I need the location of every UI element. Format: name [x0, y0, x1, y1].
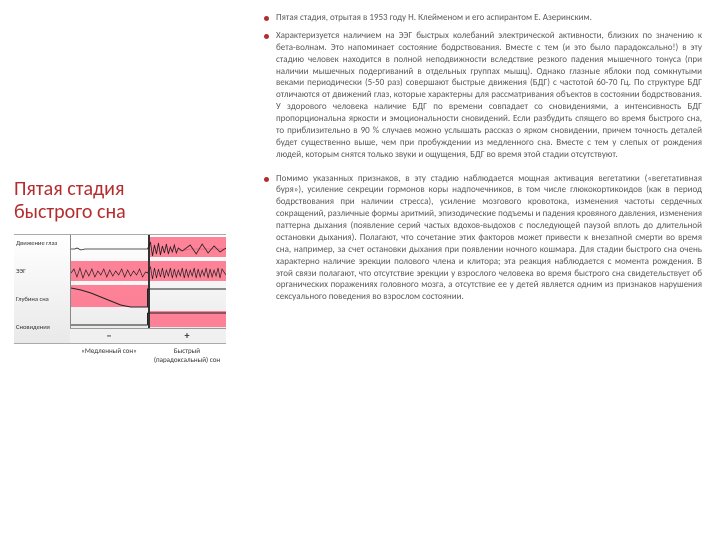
- chart-footer-row: − +: [70, 328, 226, 343]
- sleep-stage-chart: Движение глаз ЭЭГ Глубина сна Сновидения: [14, 234, 226, 364]
- bullet-3: Помимо указанных признаков, в эту стадию…: [262, 173, 702, 304]
- chart-footer-plus: +: [148, 329, 226, 343]
- chart-xcap-left: «Медленный сон»: [70, 346, 148, 364]
- body-text-column: Пятая стадия, отрытая в 1953 году Н. Кле…: [262, 12, 702, 309]
- ylabel-3: Глубина сна: [16, 295, 68, 303]
- chart-footer-minus: −: [70, 329, 148, 343]
- chart-row-dream: [71, 311, 226, 327]
- bullet-2: Характеризуется наличием на ЭЭГ быстрых …: [262, 30, 702, 161]
- chart-plot-area: Движение глаз ЭЭГ Глубина сна Сновидения: [14, 234, 226, 344]
- ylabel-2: ЭЭГ: [16, 267, 68, 275]
- ylabel-1: Движение глаз: [16, 239, 68, 247]
- bullet-1: Пятая стадия, отрытая в 1953 году Н. Кле…: [262, 12, 702, 24]
- ylabel-4: Сновидения: [16, 323, 68, 331]
- chart-xcap-right: Быстрый (парадоксальный) сон: [148, 346, 226, 364]
- bullet-list: Пятая стадия, отрытая в 1953 году Н. Кле…: [262, 12, 702, 303]
- chart-row-eye-overlay: [71, 239, 226, 259]
- slide-title: Пятая стадия быстрого сна: [14, 178, 204, 224]
- chart-row-depth: [71, 285, 226, 309]
- chart-row-eeg: [71, 263, 226, 283]
- chart-x-captions: «Медленный сон» Быстрый (парадоксальный)…: [14, 346, 226, 364]
- slide: Пятая стадия быстрого сна Пятая стадия, …: [0, 0, 720, 540]
- chart-y-labels: Движение глаз ЭЭГ Глубина сна Сновидения: [16, 239, 68, 331]
